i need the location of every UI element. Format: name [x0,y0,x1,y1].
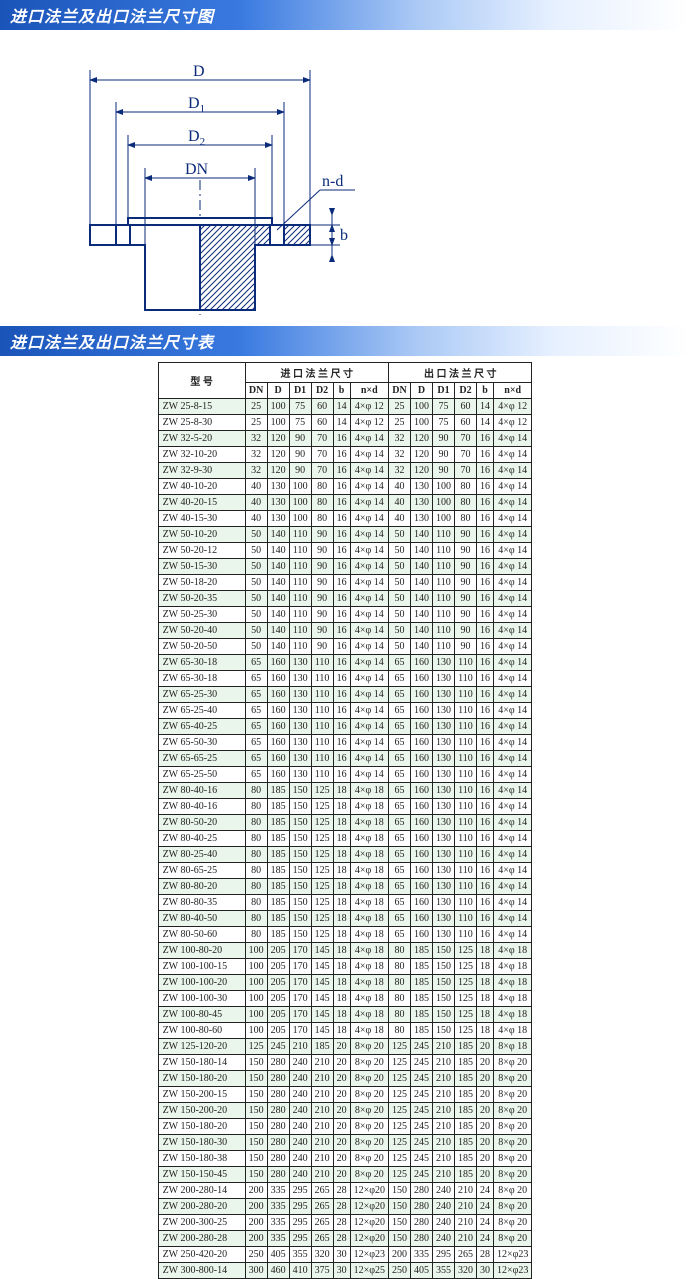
table-row: ZW 65-30-1865160130110164×φ 146516013011… [158,671,532,687]
table-row: ZW 65-50-3065160130110164×φ 146516013011… [158,735,532,751]
subcol: D2 [455,383,477,399]
table-row: ZW 200-280-282003352952652812×φ201502802… [158,1231,532,1247]
table-row: ZW 300-800-143004604103753012×φ252504053… [158,1263,532,1279]
table-row: ZW 65-40-2565160130110164×φ 146516013011… [158,719,532,735]
diagram-title: 进口法兰及出口法兰尺寸图 [10,3,214,27]
table-row: ZW 150-180-20150280240210208×φ 201252452… [158,1119,532,1135]
table-row: ZW 80-40-1680185150125184×φ 186516013011… [158,799,532,815]
col-inlet: 进 口 法 兰 尺 寸 [245,363,388,383]
table-row: ZW 50-20-125014011090164×φ 1450140110901… [158,543,532,559]
table-row: ZW 65-25-4065160130110164×φ 146516013011… [158,703,532,719]
table-row: ZW 50-20-355014011090164×φ 1450140110901… [158,591,532,607]
table-row: ZW 50-10-205014011090164×φ 1450140110901… [158,527,532,543]
table-row: ZW 32-9-30321209070164×φ 14321209070164×… [158,463,532,479]
subcol: D [267,383,289,399]
table-row: ZW 80-80-3580185150125184×φ 186516013011… [158,895,532,911]
table-title-bar: 进口法兰及出口法兰尺寸表 [0,326,690,356]
table-row: ZW 150-200-20150280240210208×φ 201252452… [158,1103,532,1119]
table-row: ZW 250-420-202504053553203012×φ232003352… [158,1247,532,1263]
subcol: D2 [311,383,333,399]
table-row: ZW 200-300-252003352952652812×φ201502802… [158,1215,532,1231]
table-row: ZW 65-30-1865160130110164×φ 146516013011… [158,655,532,671]
table-row: ZW 100-100-20100205170145184×φ 188018515… [158,975,532,991]
table-row: ZW 100-80-45100205170145184×φ 1880185150… [158,1007,532,1023]
svg-text:n-d: n-d [322,173,343,190]
subcol: n×d [350,383,388,399]
table-row: ZW 50-18-205014011090164×φ 1450140110901… [158,575,532,591]
table-row: ZW 80-40-2580185150125184×φ 186516013011… [158,831,532,847]
table-row: ZW 150-180-38150280240210208×φ 201252452… [158,1151,532,1167]
table-row: ZW 150-180-20150280240210208×φ 201252452… [158,1071,532,1087]
subcol: D [411,383,433,399]
table-row: ZW 25-8-15251007560144×φ 12251007560144×… [158,399,532,415]
subcol: D1 [289,383,311,399]
table-row: ZW 80-50-6080185150125184×φ 186516013011… [158,927,532,943]
svg-text:b: b [340,227,348,244]
diagram-title-bar: 进口法兰及出口法兰尺寸图 [0,0,690,30]
table-row: ZW 40-20-154013010080164×φ 1440130100801… [158,495,532,511]
table-row: ZW 50-15-305014011090164×φ 1450140110901… [158,559,532,575]
table-row: ZW 32-5-20321209070164×φ 14321209070164×… [158,431,532,447]
table-row: ZW 200-280-142003352952652812×φ201502802… [158,1183,532,1199]
table-row: ZW 50-20-505014011090164×φ 1450140110901… [158,639,532,655]
subcol: b [333,383,350,399]
flange-diagram: D D1 D2 DN n-d b [30,40,690,320]
table-row: ZW 80-50-2080185150125184×φ 186516013011… [158,815,532,831]
table-row: ZW 125-120-20125245210185208×φ 201252452… [158,1039,532,1055]
table-row: ZW 40-10-204013010080164×φ 1440130100801… [158,479,532,495]
col-outlet: 出 口 法 兰 尺 寸 [389,363,532,383]
col-model: 型 号 [158,363,245,399]
table-row: ZW 150-150-45150280240210208×φ 201252452… [158,1167,532,1183]
table-row: ZW 200-280-202003352952652812×φ201502802… [158,1199,532,1215]
table-row: ZW 100-80-60100205170145184×φ 1880185150… [158,1023,532,1039]
label-D: D [193,63,205,80]
svg-text:DN: DN [185,161,209,178]
subcol: DN [389,383,411,399]
table-row: ZW 100-80-20100205170145184×φ 1880185150… [158,943,532,959]
table-row: ZW 80-40-5080185150125184×φ 186516013011… [158,911,532,927]
subcol: D1 [433,383,455,399]
table-row: ZW 40-15-304013010080164×φ 1440130100801… [158,511,532,527]
table-row: ZW 80-65-2580185150125184×φ 186516013011… [158,863,532,879]
table-row: ZW 150-180-30150280240210208×φ 201252452… [158,1135,532,1151]
table-row: ZW 65-25-3065160130110164×φ 146516013011… [158,687,532,703]
table-row: ZW 100-100-15100205170145184×φ 188018515… [158,959,532,975]
subcol: n×d [494,383,532,399]
table-title: 进口法兰及出口法兰尺寸表 [10,329,214,353]
table-row: ZW 25-8-30251007560144×φ 12251007560144×… [158,415,532,431]
table-row: ZW 80-40-1680185150125184×φ 186516013011… [158,783,532,799]
table-row: ZW 65-25-5065160130110164×φ 146516013011… [158,767,532,783]
subcol: b [477,383,494,399]
subcol: DN [245,383,267,399]
table-row: ZW 80-25-4080185150125184×φ 186516013011… [158,847,532,863]
flange-size-table: 型 号 进 口 法 兰 尺 寸 出 口 法 兰 尺 寸 DNDD1D2bn×dD… [158,362,533,1279]
table-row: ZW 50-25-305014011090164×φ 1450140110901… [158,607,532,623]
table-row: ZW 150-200-15150280240210208×φ 201252452… [158,1087,532,1103]
table-row: ZW 32-10-20321209070164×φ 14321209070164… [158,447,532,463]
table-row: ZW 100-100-30100205170145184×φ 188018515… [158,991,532,1007]
table-row: ZW 80-80-2080185150125184×φ 186516013011… [158,879,532,895]
table-row: ZW 50-20-405014011090164×φ 1450140110901… [158,623,532,639]
table-row: ZW 65-65-2565160130110164×φ 146516013011… [158,751,532,767]
table-row: ZW 150-180-14150280240210208×φ 201252452… [158,1055,532,1071]
